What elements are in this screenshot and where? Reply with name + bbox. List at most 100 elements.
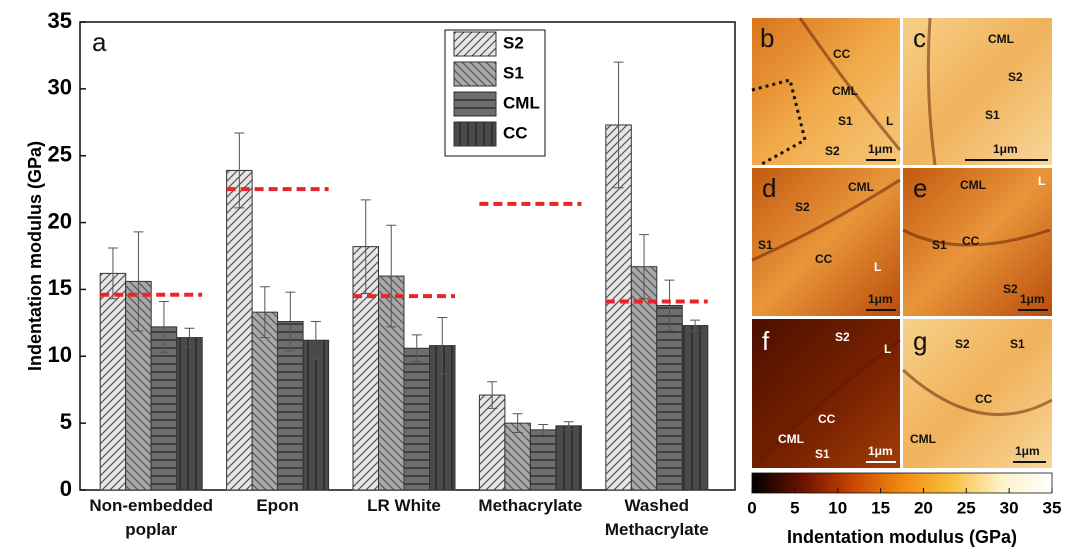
x-tick-label: Methacrylate (478, 496, 583, 515)
error-bar (512, 413, 523, 434)
bar (150, 326, 178, 491)
x-tick-label: Washed Methacrylate (604, 496, 709, 539)
y-tick-label: 5 (60, 409, 72, 434)
scale-label: 1μm (993, 142, 1018, 156)
y-tick-label: 0 (60, 476, 72, 501)
micrograph-label: S1 (1010, 337, 1025, 351)
micrograph-label: L (884, 342, 891, 356)
bar (529, 429, 557, 491)
bar (99, 272, 127, 491)
micrograph-label: S1 (815, 447, 830, 461)
bar (226, 169, 253, 491)
y-tick-label: 25 (48, 142, 72, 167)
micrograph (903, 319, 1052, 468)
error-bar (107, 247, 118, 300)
panel-letter: e (913, 173, 927, 203)
bar (681, 325, 709, 491)
bar (555, 425, 582, 491)
error-bar (259, 286, 270, 339)
legend-label: S1 (503, 63, 524, 82)
y-tick-label: 35 (48, 8, 72, 33)
micrograph (903, 168, 1052, 316)
bar (176, 337, 203, 491)
error-bar (538, 423, 549, 436)
error-bar (386, 224, 397, 328)
panel-letter: c (913, 23, 926, 53)
scale-label: 1μm (868, 142, 893, 156)
region-outline (751, 78, 807, 167)
micrograph-label: CC (975, 392, 993, 406)
micrograph-label: CC (815, 252, 833, 266)
micrograph-label: CML (832, 84, 858, 98)
micrograph-label: S2 (825, 144, 840, 158)
legend-label: S2 (503, 33, 524, 52)
error-bar (234, 132, 245, 209)
legend-swatch (453, 91, 497, 117)
scale-label: 1μm (1015, 444, 1040, 458)
micrograph-label: CC (962, 234, 980, 248)
error-bar (437, 317, 448, 375)
cell-wall-trace (751, 17, 1053, 462)
panel-label: a (92, 27, 107, 57)
scale-label: 1μm (868, 292, 893, 306)
legend-label: CC (503, 123, 528, 142)
micrograph-label: S1 (932, 238, 947, 252)
y-axis-label: Indentation modulus (GPa) (25, 141, 45, 371)
x-tick-label: 0 (747, 498, 756, 517)
colorbar-label: Indentation modulus (GPa) (787, 527, 1017, 547)
error-bar (690, 319, 701, 332)
x-tick-label: 35 (1043, 498, 1062, 517)
micrograph-label: L (1038, 174, 1045, 188)
x-tick-label: Non-embedded poplar (89, 496, 214, 539)
micrograph-label: S2 (955, 337, 970, 351)
panel-letter: f (762, 326, 770, 356)
x-tick-label: Epon (256, 496, 299, 515)
micrograph (752, 18, 900, 165)
x-tick-label: 5 (790, 498, 799, 517)
micrograph-label: CML (778, 432, 804, 446)
micrograph-label: CML (988, 32, 1014, 46)
x-tick-label: LR White (367, 496, 441, 515)
x-tick-label: 10 (828, 498, 847, 517)
error-bar (285, 291, 296, 352)
micrograph-label: S1 (758, 238, 773, 252)
y-tick-label: 10 (48, 342, 72, 367)
error-bar (639, 234, 650, 300)
micrograph-label: L (874, 260, 881, 274)
legend-swatch (453, 31, 497, 57)
error-bar (158, 300, 169, 353)
micrograph-label: S2 (1008, 70, 1023, 84)
panel-letter: g (913, 326, 927, 356)
bar (403, 347, 430, 491)
error-bar (563, 421, 574, 431)
error-bar (360, 199, 371, 294)
error-bar (613, 61, 624, 189)
y-tick-label: 20 (48, 208, 72, 233)
error-bar (310, 321, 321, 360)
micrograph-label: S2 (795, 200, 810, 214)
micrograph-label: S2 (835, 330, 850, 344)
panel-letter: b (760, 23, 774, 53)
bar (302, 339, 330, 491)
x-tick-label: 20 (914, 498, 933, 517)
micrograph-label: CC (833, 47, 851, 61)
micrograph-label: S1 (838, 114, 853, 128)
colorbar (751, 472, 1053, 494)
micrograph-label: CML (960, 178, 986, 192)
bar (656, 304, 683, 491)
y-tick-label: 30 (48, 75, 72, 100)
panel-letter: d (762, 173, 776, 203)
micrograph-label: CML (910, 432, 936, 446)
scale-label: 1μm (1020, 292, 1045, 306)
error-bar (411, 334, 422, 363)
bar (478, 394, 506, 491)
micrograph-label: S1 (985, 108, 1000, 122)
error-bar (133, 231, 144, 332)
micrographs: b CC CML S1 S2 L 1μm c CML S2 S1 1μm d C… (751, 17, 1053, 468)
bar (504, 422, 531, 491)
bar (630, 266, 658, 491)
legend-swatch (453, 61, 497, 87)
scale-label: 1μm (868, 444, 893, 458)
x-tick-label: 30 (1000, 498, 1019, 517)
